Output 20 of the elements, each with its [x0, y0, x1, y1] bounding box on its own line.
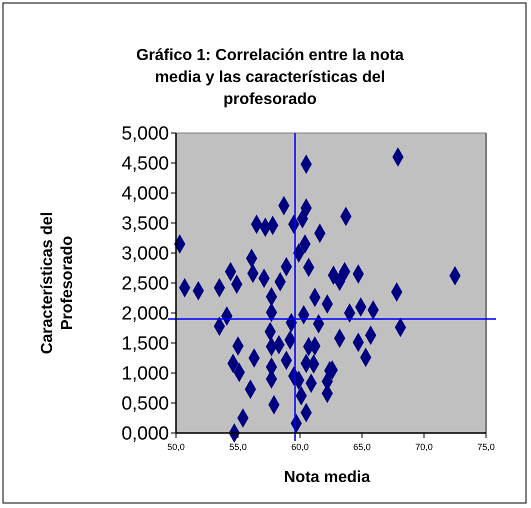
y-tick-label: 1,500 — [121, 334, 169, 355]
x-axis-title: Nota media — [284, 469, 370, 486]
y-tick-label: 2,000 — [121, 304, 169, 325]
y-tick-label: 3,500 — [121, 214, 169, 235]
y-tick-label: 5,000 — [121, 124, 169, 145]
y-tick-label: 0,500 — [121, 394, 169, 415]
x-tick-label: 60,0 — [291, 442, 309, 452]
y-tick-label: 0,000 — [121, 424, 169, 445]
y-tick-label: 2,500 — [121, 274, 169, 295]
x-tick-label: 55,0 — [229, 442, 247, 452]
chart-title: Gráfico 1: Correlación entre la nota media y las características del profesorado — [136, 47, 404, 108]
y-tick-label: 4,500 — [121, 154, 169, 175]
x-tick-label: 75,0 — [477, 442, 495, 452]
y-axis-title: Características del Profesorado — [39, 212, 76, 354]
x-tick-label: 50,0 — [167, 442, 185, 452]
x-tick-label: 70,0 — [415, 442, 433, 452]
x-tick-label: 65,0 — [353, 442, 371, 452]
y-tick-label: 1,000 — [121, 364, 169, 385]
y-tick-label: 3,000 — [121, 244, 169, 265]
y-tick-label: 4,000 — [121, 184, 169, 205]
